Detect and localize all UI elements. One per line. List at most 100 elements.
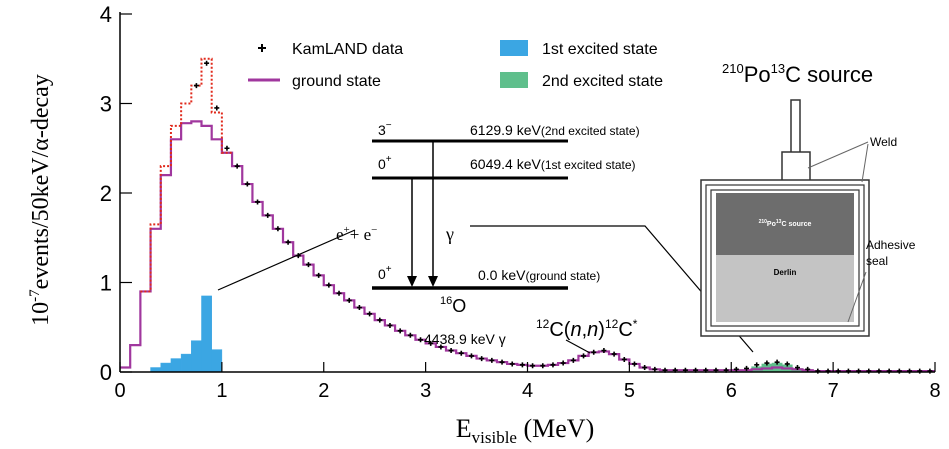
x-tick-label: 7 [828,380,839,402]
legend-label: 1st excited state [542,41,658,58]
y-label-exp: -7 [27,289,43,302]
y-tick-label: 0 [100,360,112,385]
data-point [326,282,332,288]
rod [790,99,801,156]
data-point [733,366,739,372]
data-point [631,361,637,367]
histogram-bar [201,295,212,373]
data-point [764,360,770,366]
data-point [866,368,872,374]
histogram-bar [160,362,172,373]
data-point [835,368,841,374]
energy: 0.0 keV [478,267,526,283]
arrow-head [428,276,438,287]
part: ) [598,319,605,341]
derlin-block [716,255,854,322]
data-point [244,181,250,187]
energy: 6049.4 keV [470,156,541,172]
data-point [621,356,627,362]
x-tick-label: 5 [624,380,635,402]
x-label-base: E [456,414,472,443]
level-energy: 6049.4 keV(1st excited state) [470,156,636,172]
parity: − [386,120,392,131]
y-label-base: 10 [28,302,54,326]
data-point [255,199,261,205]
symbol: O [452,296,466,316]
part: − [371,224,377,236]
part: C [618,319,632,341]
reaction-label: 12C(n,n)12C* [536,317,638,341]
part: , [582,319,588,341]
parity: + [386,264,392,275]
data-point [774,359,780,365]
data-point [377,317,383,323]
energy: 6129.9 keV [470,122,541,138]
data-point [815,368,821,374]
data-point [601,348,607,354]
data-point [458,350,464,356]
legend-label: KamLAND data [292,41,403,58]
data-point [265,212,271,218]
part: Po [744,62,771,87]
legend-label: 2nd excited state [542,73,663,90]
y-label-text: events/50keV/α-decay [28,74,54,289]
data-point [387,322,393,328]
data-point [581,353,587,359]
part: + [344,224,350,236]
note: (ground state) [525,269,600,283]
part: seal [866,254,888,268]
y-tick-label: 4 [100,2,112,27]
nucleus-label: 16O [440,295,466,316]
gamma-4438-label: 4438.9 keV γ [424,331,506,347]
data-point [519,362,525,368]
level-energy: 0.0 keV(ground state) [478,267,600,283]
source-diagram: 210Po13C source 210Po13C source Derlin W… [700,61,916,337]
source-inner-label: 210Po13C source [759,219,812,228]
data-point [285,239,291,245]
data-point [367,311,373,317]
data-point [784,361,790,367]
histogram-bar [180,353,192,373]
data-point [805,366,811,372]
x-tick-label: 2 [318,380,329,402]
pointer-line [807,141,869,169]
data-point [896,368,902,374]
data-point [744,365,750,371]
level-spin: 0+ [378,154,392,172]
x-tick-label: 4 [522,380,533,402]
pair-label: e++ e− [336,224,377,244]
part: 12 [536,317,550,331]
part: 12 [605,317,619,331]
data-point [204,60,210,66]
pointer-line [217,229,356,291]
data-point [346,297,352,303]
part: * [633,317,638,331]
data-point [845,368,851,374]
part: 210 [759,219,768,225]
data-point [886,368,892,374]
part: + e [350,225,371,244]
note: (1st excited state) [541,158,636,172]
legend: KamLAND data ground state 1st excited stat… [248,40,663,90]
weld-label: Weld [870,135,897,149]
x-axis-label: Evisible (MeV) [456,414,595,447]
histogram-bar [211,349,223,373]
legend-marker [258,44,266,52]
data-point [652,366,658,372]
pointer-line [565,339,591,354]
data-point [856,368,862,374]
legend-label: ground state [292,73,381,90]
pointer-line [847,271,867,323]
data-point [336,290,342,296]
y-tick-label: 2 [100,181,112,206]
spin: 0 [378,156,386,172]
part: C( [549,319,570,341]
histogram-bar [170,358,182,373]
data-point [275,226,281,232]
data-point [499,359,505,365]
data-point [305,262,311,268]
arrow-head [407,276,417,287]
data-point [540,363,546,369]
data-point [356,305,362,311]
